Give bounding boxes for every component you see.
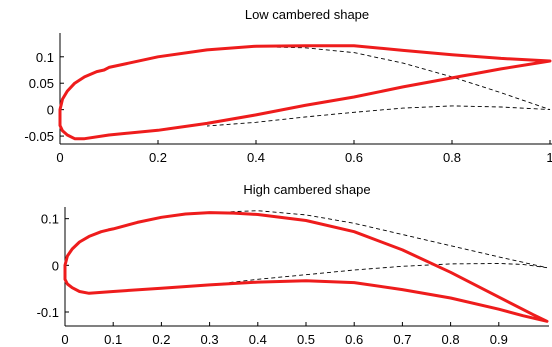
x-tick-label: 0.8 bbox=[442, 332, 460, 347]
x-tick-label: 0.4 bbox=[247, 150, 265, 165]
x-tick-label: 0 bbox=[61, 332, 68, 347]
x-tick-label: 0.7 bbox=[393, 332, 411, 347]
x-tick-label: 0.9 bbox=[490, 332, 508, 347]
x-tick-label: 0.8 bbox=[443, 150, 461, 165]
y-tick-label: 0 bbox=[47, 103, 54, 118]
y-tick-label: 0.1 bbox=[36, 50, 54, 65]
x-tick-label: 0.2 bbox=[149, 150, 167, 165]
x-tick-label: 0.2 bbox=[152, 332, 170, 347]
y-tick-label: 0 bbox=[52, 258, 59, 273]
y-tick-label: 0.1 bbox=[41, 212, 59, 227]
y-tick-label: -0.05 bbox=[24, 129, 54, 144]
x-tick-label: 0.3 bbox=[201, 332, 219, 347]
x-tick-label: 0.4 bbox=[249, 332, 267, 347]
airfoil-shape-line bbox=[63, 211, 549, 323]
series-high-cambered bbox=[63, 210, 549, 323]
plot-title-low-cambered: Low cambered shape bbox=[245, 7, 369, 22]
x-tick-label: 0.5 bbox=[297, 332, 315, 347]
x-tick-label: 1 bbox=[546, 150, 552, 165]
airfoil-shape-line bbox=[58, 44, 552, 141]
axes-high-cambered: 0 0.1 0.2 0.3 0.4 0.5 0.6 0.7 0.8 0.90.10-0.1 bbox=[37, 207, 549, 347]
axes-low-cambered: 0 0.2 0.4 0.6 0.8 10.10.050-0.05 bbox=[24, 33, 552, 165]
x-tick-label: 0.1 bbox=[104, 332, 122, 347]
reference-shape-dashed-line bbox=[206, 46, 551, 127]
reference-shape-dashed-line bbox=[209, 210, 548, 286]
plot-title-high-cambered: High cambered shape bbox=[243, 182, 370, 197]
series-low-cambered bbox=[58, 44, 552, 141]
plot-low-cambered: Low cambered shape 0 0.2 0.4 0.6 0.8 1 0.1 0.05… bbox=[24, 7, 552, 165]
plot-high-cambered: High cambered shape 0 0.1 0.2 0.3 0.4 0.5 0.6 0… bbox=[37, 182, 549, 347]
x-tick-label: 0 bbox=[56, 150, 63, 165]
x-tick-label: 0.6 bbox=[345, 150, 363, 165]
x-tick-label: 0.6 bbox=[345, 332, 363, 347]
y-tick-label: -0.1 bbox=[37, 305, 59, 320]
y-tick-label: 0.05 bbox=[29, 76, 54, 91]
